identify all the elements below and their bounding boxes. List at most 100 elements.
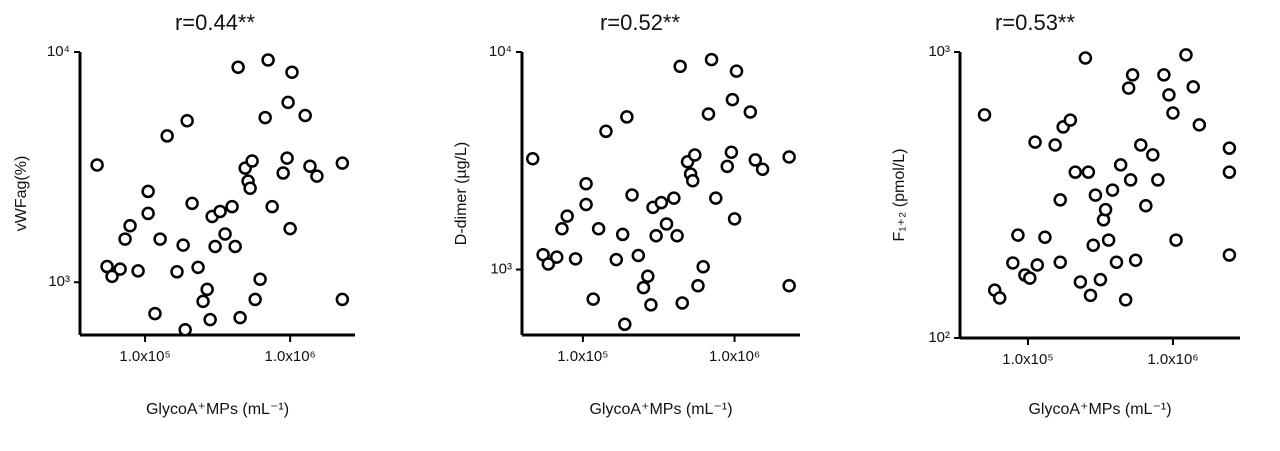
x-tick-label: 1.0x10⁵ bbox=[557, 348, 608, 365]
point bbox=[283, 221, 297, 236]
point bbox=[1093, 272, 1108, 287]
y-axis-label: vWFag(%) bbox=[13, 156, 30, 232]
y-tick-label: 10² bbox=[928, 329, 950, 346]
point bbox=[245, 154, 259, 168]
y-axis-label: F₁₊₂ (pmol/L) bbox=[891, 149, 908, 242]
point bbox=[1098, 202, 1113, 217]
point bbox=[160, 129, 174, 143]
point bbox=[1146, 148, 1160, 162]
point bbox=[118, 232, 132, 246]
point bbox=[131, 264, 145, 278]
point bbox=[1157, 68, 1171, 82]
point bbox=[691, 279, 705, 293]
point bbox=[1222, 165, 1237, 179]
y-tick-label: 10³ bbox=[48, 273, 70, 290]
point bbox=[148, 306, 162, 321]
point bbox=[720, 159, 735, 174]
y-tick-label: 10⁴ bbox=[489, 43, 512, 60]
point bbox=[231, 60, 245, 74]
point bbox=[782, 150, 796, 164]
point bbox=[782, 279, 796, 293]
point bbox=[218, 227, 232, 241]
point bbox=[992, 291, 1007, 305]
point bbox=[1192, 118, 1207, 132]
point bbox=[1151, 173, 1165, 187]
point bbox=[1030, 258, 1045, 272]
point bbox=[1134, 138, 1148, 152]
point bbox=[225, 199, 239, 214]
point bbox=[755, 162, 770, 177]
point bbox=[196, 294, 210, 309]
point bbox=[701, 107, 716, 121]
point bbox=[729, 64, 744, 78]
point bbox=[659, 217, 674, 231]
point bbox=[141, 206, 155, 221]
point bbox=[667, 191, 681, 205]
point bbox=[310, 169, 324, 183]
point bbox=[335, 292, 350, 307]
point bbox=[696, 259, 710, 274]
point bbox=[727, 212, 742, 226]
point bbox=[636, 280, 651, 295]
point bbox=[1109, 255, 1124, 270]
point bbox=[654, 195, 669, 210]
point bbox=[261, 53, 275, 67]
point bbox=[1162, 88, 1176, 102]
point bbox=[176, 238, 190, 252]
point bbox=[281, 95, 295, 110]
point bbox=[644, 298, 658, 312]
point bbox=[1139, 199, 1153, 213]
point bbox=[560, 209, 574, 223]
point bbox=[1053, 255, 1067, 270]
point bbox=[191, 260, 205, 275]
point bbox=[113, 262, 127, 276]
y-tick-label: 10⁴ bbox=[47, 43, 70, 60]
point bbox=[670, 228, 684, 243]
point bbox=[1121, 81, 1136, 95]
y-tick-label: 10³ bbox=[490, 260, 512, 277]
point bbox=[688, 148, 702, 162]
point bbox=[631, 248, 646, 263]
point bbox=[265, 199, 279, 214]
chart-title: r=0.52** bbox=[600, 10, 681, 35]
point bbox=[1166, 106, 1180, 120]
point bbox=[550, 250, 564, 264]
x-axis-label: GlycoA⁺MPs (mL⁻¹) bbox=[146, 401, 289, 418]
point bbox=[1006, 256, 1020, 270]
point bbox=[203, 312, 217, 327]
point bbox=[609, 252, 624, 267]
point bbox=[977, 108, 992, 122]
point bbox=[1186, 80, 1200, 94]
point bbox=[276, 166, 290, 180]
point bbox=[178, 322, 192, 337]
point bbox=[579, 197, 593, 212]
point bbox=[615, 227, 630, 242]
point bbox=[1068, 165, 1083, 179]
point bbox=[725, 92, 740, 107]
point bbox=[1128, 253, 1143, 268]
x-tick-label: 1.0x10⁶ bbox=[265, 348, 316, 365]
point bbox=[228, 239, 242, 254]
point bbox=[141, 184, 155, 199]
point bbox=[185, 196, 199, 211]
point bbox=[1105, 183, 1120, 197]
point bbox=[1011, 228, 1025, 242]
point bbox=[298, 108, 312, 123]
x-tick-label: 1.0x10⁵ bbox=[1002, 351, 1053, 368]
point bbox=[170, 265, 184, 279]
point bbox=[180, 113, 194, 128]
point bbox=[248, 292, 262, 307]
point bbox=[618, 317, 632, 332]
point bbox=[620, 110, 634, 124]
point bbox=[1179, 48, 1193, 62]
point bbox=[748, 153, 763, 167]
point bbox=[704, 52, 719, 67]
point bbox=[525, 152, 540, 166]
point bbox=[90, 158, 104, 172]
point bbox=[743, 105, 758, 119]
point bbox=[1123, 173, 1138, 187]
point bbox=[1101, 233, 1116, 247]
point bbox=[675, 296, 689, 310]
point bbox=[586, 292, 600, 306]
